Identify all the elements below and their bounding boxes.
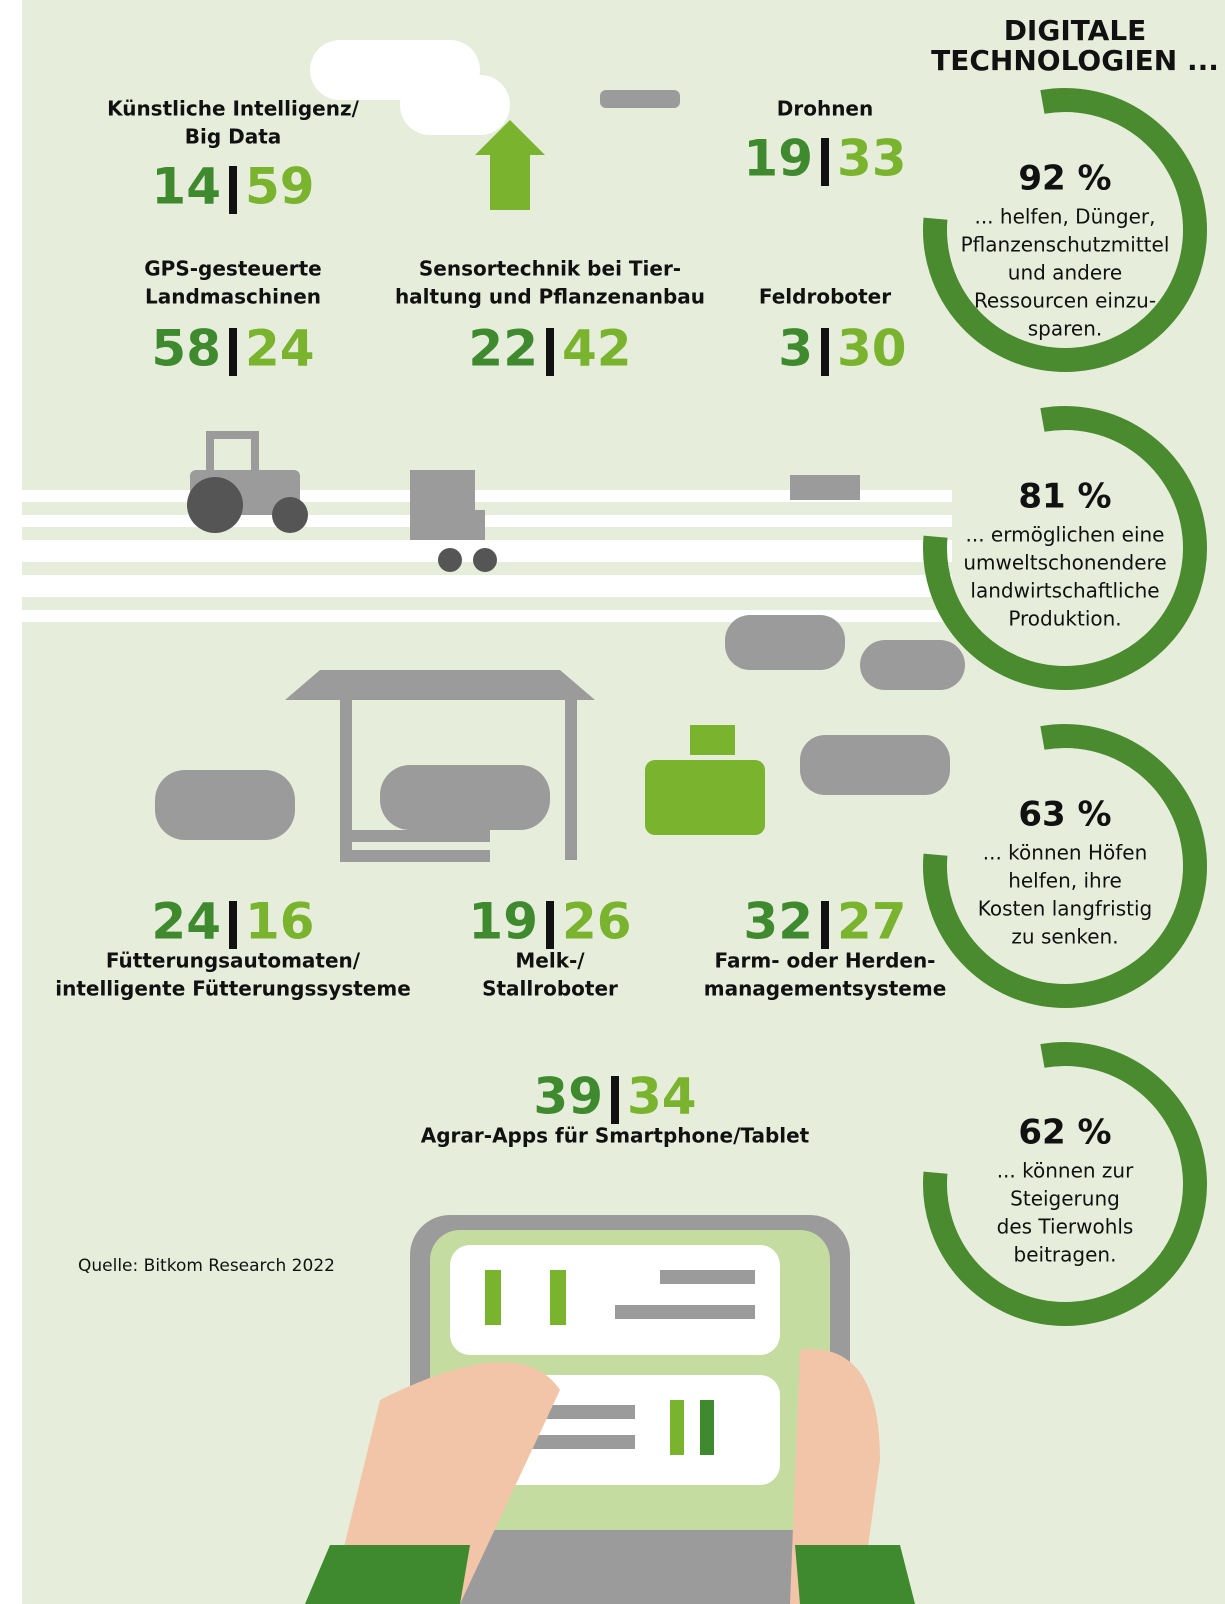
separator [611, 1076, 619, 1124]
ring [923, 88, 1207, 372]
benefit-percent: 62 % [1018, 1113, 1111, 1153]
ring [923, 724, 1207, 1008]
separator [229, 328, 237, 376]
source: Quelle: Bitkom Research 2022 [78, 1256, 335, 1276]
value-2020: 14 [151, 158, 221, 216]
separator [546, 901, 554, 949]
ring [923, 1042, 1207, 1326]
benefit-text: ... können zur [997, 1159, 1134, 1183]
benefit-text: umweltschonendere [963, 551, 1166, 575]
technology-name: Sensortechnik bei Tier- [419, 257, 681, 281]
value-2022: 16 [245, 893, 315, 951]
benefit-percent: 63 % [1018, 795, 1111, 835]
benefit-text: Ressourcen einzu- [974, 289, 1156, 313]
value-2020: 3 [778, 320, 813, 378]
separator [229, 901, 237, 949]
value-2022: 34 [627, 1068, 697, 1126]
value-2020: 32 [743, 893, 813, 951]
benefit-percent: 81 % [1018, 477, 1111, 517]
technology-name: Stallroboter [482, 977, 618, 1001]
ring [923, 406, 1207, 690]
separator [546, 328, 554, 376]
benefit-text: Produktion. [1008, 607, 1121, 631]
benefit-text: sparen. [1028, 317, 1103, 341]
benefit-text: Pflanzenschutzmittel [961, 233, 1170, 257]
technology-name: Drohnen [777, 97, 873, 121]
benefit-text: ... ermöglichen eine [966, 523, 1165, 547]
value-2022: 42 [562, 320, 632, 378]
technology-name: GPS-gesteuerte [144, 257, 321, 281]
technology-name: managementsysteme [704, 977, 947, 1001]
header-title: DIGITALE [1004, 14, 1147, 47]
benefit-text: landwirtschaftliche [970, 579, 1159, 603]
technology-name: Agrar-Apps für Smartphone/Tablet [421, 1124, 810, 1148]
illustrations [155, 40, 965, 1604]
separator [821, 901, 829, 949]
benefit-text: beitragen. [1014, 1243, 1117, 1267]
value-2020: 39 [533, 1068, 603, 1126]
technology-name: Melk-/ [515, 949, 585, 973]
value-2020: 58 [151, 320, 221, 378]
value-2020: 19 [743, 130, 813, 188]
value-2022: 30 [837, 320, 907, 378]
value-2020: 24 [151, 893, 221, 951]
value-2022: 24 [245, 320, 315, 378]
technology-name: Big Data [185, 125, 282, 149]
separator [821, 328, 829, 376]
benefit-text: zu senken. [1011, 925, 1118, 949]
benefit-percent: 92 % [1018, 159, 1111, 199]
value-2022: 27 [837, 893, 907, 951]
technology-name: Feldroboter [759, 285, 891, 309]
benefit-text: Kosten langfristig [978, 897, 1152, 921]
benefit-text: des Tierwohls [997, 1215, 1134, 1239]
value-2022: 59 [245, 158, 315, 216]
technology-name: intelligente Fütterungssysteme [55, 977, 411, 1001]
technology-name: haltung und Pflanzenanbau [395, 285, 705, 309]
technology-name: Landmaschinen [145, 285, 321, 309]
benefit-text: ... helfen, Dünger, [974, 205, 1155, 229]
value-2022: 26 [562, 893, 632, 951]
benefit-text: und andere [1008, 261, 1122, 285]
header-title: TECHNOLOGIEN ... [931, 44, 1219, 77]
technology-name: Farm- oder Herden- [715, 949, 936, 973]
separator [229, 166, 237, 214]
benefit-text: helfen, ihre [1008, 869, 1122, 893]
benefit-text: ... können Höfen [983, 841, 1148, 865]
separator [821, 138, 829, 186]
technology-name: Fütterungsautomaten/ [106, 949, 361, 973]
technology-name: Künstliche Intelligenz/ [107, 97, 360, 121]
value-2022: 33 [837, 130, 907, 188]
value-2020: 22 [468, 320, 538, 378]
benefit-text: Steigerung [1010, 1187, 1120, 1211]
value-2020: 19 [468, 893, 538, 951]
